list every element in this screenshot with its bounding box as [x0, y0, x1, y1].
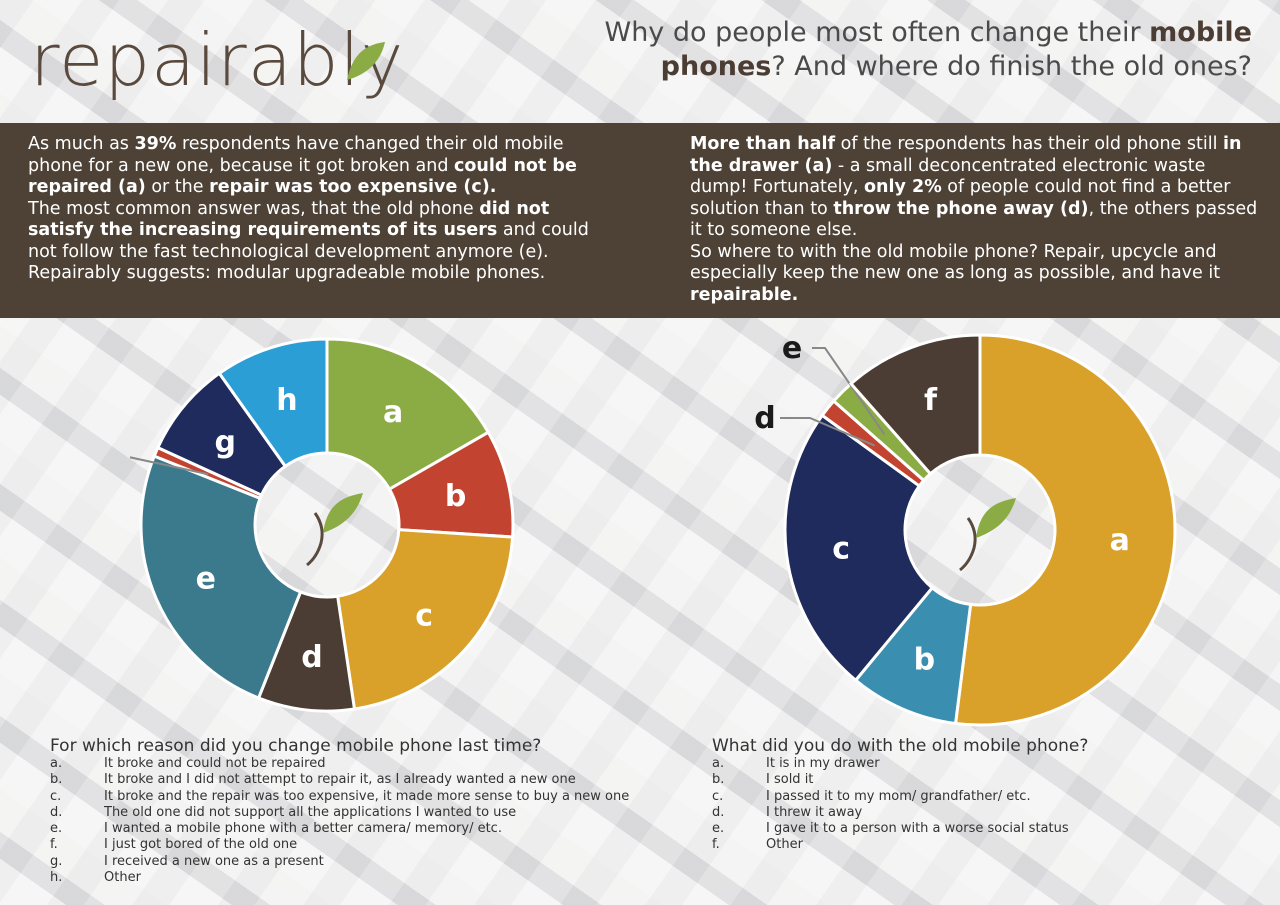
- slice-label-c: c: [415, 598, 433, 633]
- legend-key: a.: [50, 756, 63, 771]
- leader-line-e: [812, 347, 886, 436]
- old-phone-chart-title: What did you do with the old mobile phon…: [712, 736, 1089, 756]
- legend-text: Other: [104, 870, 141, 886]
- legend-item: e. I wanted a mobile phone with a better …: [50, 821, 670, 837]
- legend-text: I just got bored of the old one: [104, 837, 298, 853]
- slice-e: [139, 454, 303, 700]
- legend-text: I sold it: [766, 772, 814, 788]
- legend-key: d.: [712, 804, 725, 820]
- legend-item: f. Other: [712, 837, 1232, 853]
- slice-label-a: a: [383, 395, 403, 430]
- center-logo-icon: [959, 498, 1016, 572]
- leader-line-d: [780, 417, 876, 447]
- right-summary: More than half of the respondents has th…: [690, 134, 1258, 305]
- headline: Why do people most often change their mo…: [604, 17, 1253, 82]
- slice-label-h: h: [276, 383, 297, 418]
- legend-item: a. It broke and could not be repaired: [50, 756, 670, 772]
- legend-key: a.: [712, 756, 725, 771]
- slice-label-f: f: [924, 383, 938, 418]
- legend-text: I threw it away: [766, 804, 863, 820]
- brand-logo: repairably: [30, 18, 405, 102]
- center-logo-icon: [306, 493, 363, 567]
- leaf-logo-icon: [347, 42, 385, 80]
- legend-text: It broke and could not be repaired: [104, 756, 326, 771]
- legend-text: I wanted a mobile phone with a better ca…: [104, 821, 502, 837]
- legend-item: f. I just got bored of the old one: [50, 837, 670, 853]
- slice-a: [953, 333, 1177, 727]
- reasons-chart-title: For which reason did you change mobile p…: [50, 736, 542, 756]
- slice-f: [848, 333, 982, 476]
- legend-text: Other: [766, 837, 803, 853]
- legend-item: b. I sold it: [712, 772, 1232, 788]
- legend-key: e.: [712, 821, 725, 837]
- slice-label-d: d: [301, 640, 322, 675]
- legend-text: It broke and I did not attempt to repair…: [104, 772, 576, 788]
- legend-text: It broke and the repair was too expensiv…: [104, 788, 630, 804]
- legend-item: a. It is in my drawer: [712, 756, 1232, 772]
- legend-key: f.: [50, 837, 58, 853]
- slice-label-d: d: [754, 401, 775, 436]
- legend-key: e.: [50, 821, 63, 837]
- reasons-donut-chart: abcdefgh: [130, 337, 515, 713]
- legend-item: c. It broke and the repair was too expens…: [50, 789, 670, 805]
- slice-label-b: b: [445, 479, 466, 514]
- legend-item: e. I gave it to a person with a worse soc…: [712, 821, 1232, 837]
- slice-h: [217, 337, 329, 469]
- slice-label-c: c: [832, 532, 850, 567]
- legend-item: c. I passed it to my mom/ grandfather/ et…: [712, 789, 1232, 805]
- legend-key: c.: [712, 788, 724, 804]
- slice-label-a: a: [1110, 523, 1130, 558]
- reasons-legend: For which reason did you change mobile p…: [50, 736, 670, 886]
- slice-c: [783, 413, 935, 683]
- legend-item: g. I received a new one as a present: [50, 854, 670, 870]
- legend-item: h. Other: [50, 870, 670, 886]
- legend-item: d. I threw it away: [712, 805, 1232, 821]
- summary-band: As much as 39% respondents have changed …: [0, 123, 1280, 318]
- slice-label-b: b: [914, 642, 935, 677]
- legend-key: d.: [50, 804, 63, 820]
- legend-key: b.: [50, 772, 63, 788]
- slice-c: [335, 528, 515, 711]
- leader-line-f: [130, 456, 209, 476]
- legend-text: It is in my drawer: [766, 756, 880, 771]
- legend-key: g.: [50, 853, 63, 869]
- legend-key: c.: [50, 788, 62, 804]
- legend-text: The old one did not support all the appl…: [104, 804, 517, 820]
- legend-text: I gave it to a person with a worse socia…: [766, 821, 1069, 837]
- legend-text: I passed it to my mom/ grandfather/ etc.: [766, 788, 1031, 804]
- legend-key: b.: [712, 772, 725, 788]
- legend-text: I received a new one as a present: [104, 853, 324, 869]
- legend-key: h.: [50, 870, 63, 886]
- old-phone-donut-chart: a b c de f: [754, 331, 1177, 727]
- slice-a: [325, 337, 491, 492]
- left-summary: As much as 39% respondents have changed …: [28, 134, 589, 283]
- slice-label-e: e: [782, 331, 802, 366]
- legend-key: f.: [712, 837, 720, 853]
- legend-item: d. The old one did not support all the ap…: [50, 805, 670, 821]
- slice-label-e: e: [196, 561, 216, 596]
- legend-item: b. It broke and I did not attempt to repa…: [50, 772, 670, 788]
- slice-label-g: g: [215, 425, 236, 460]
- old-phone-legend: What did you do with the old mobile phon…: [712, 736, 1232, 854]
